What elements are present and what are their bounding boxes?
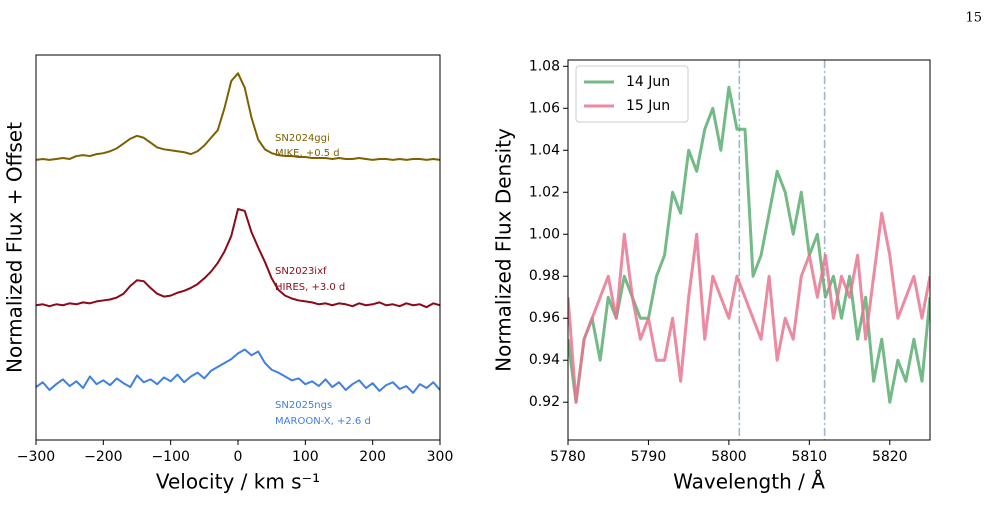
x-tick-label: 5790 (631, 449, 667, 465)
legend-box (575, 65, 689, 123)
y-axis-label: Normalized Flux + Offset (3, 122, 27, 373)
series-line (36, 348, 440, 394)
y-axis-label: Normalized Flux Density (492, 128, 516, 372)
series-note: HIRES, +3.0 d (275, 282, 345, 293)
y-tick-label: 1.08 (529, 58, 560, 74)
x-axis-label: Wavelength / Å (673, 470, 825, 494)
y-tick-label: 1.00 (529, 226, 560, 242)
y-tick-label: 0.98 (529, 268, 560, 284)
series-label: SN2023ixf (275, 266, 327, 277)
plot-frame (35, 54, 441, 441)
x-tick-label: 5820 (872, 449, 908, 465)
series-line (568, 85, 930, 404)
x-tick-label: 200 (359, 449, 386, 465)
y-tick-label: 0.94 (529, 352, 560, 368)
x-axis-label: Velocity / km s⁻¹ (156, 470, 320, 494)
y-tick-label: 0.96 (529, 310, 560, 326)
series-note: MAROON-X, +2.6 d (275, 416, 371, 427)
x-tick-label: 0 (234, 449, 243, 465)
x-tick-label: −200 (84, 449, 122, 465)
x-tick-label: 100 (292, 449, 319, 465)
series-note: MIKE, +0.5 d (275, 148, 340, 159)
x-tick-label: 5810 (792, 449, 828, 465)
x-tick-label: 300 (427, 449, 454, 465)
page-number: 15 (965, 11, 982, 26)
series-label: SN2024ggi (275, 133, 330, 144)
x-tick-label: 5780 (550, 449, 586, 465)
legend-label: 15 Jun (626, 98, 670, 114)
y-tick-label: 1.04 (529, 142, 560, 158)
y-tick-label: 1.02 (529, 184, 560, 200)
plot-frame (567, 59, 931, 441)
series-label: SN2025ngs (275, 400, 332, 411)
x-tick-label: −300 (17, 449, 55, 465)
y-tick-label: 1.06 (529, 100, 560, 116)
series-line (36, 208, 440, 309)
series-line (568, 211, 930, 404)
y-tick-label: 0.92 (529, 394, 560, 410)
x-tick-label: 5800 (711, 449, 747, 465)
x-tick-label: −100 (151, 449, 189, 465)
series-line (36, 72, 440, 161)
legend-label: 14 Jun (626, 74, 670, 90)
